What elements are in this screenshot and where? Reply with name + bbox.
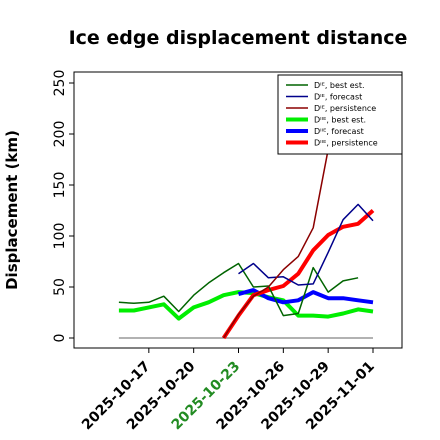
- legend: Dᴵᴱ, best est. Dᴵᴱ, forecast Dᴵᴱ, persiste…: [277, 74, 403, 155]
- y-tick-label: 0: [52, 334, 68, 343]
- y-tick-label: 250: [52, 70, 68, 97]
- series-line-2: [238, 203, 374, 286]
- legend-label: Dᴵᴵᴱ, best est.: [314, 116, 366, 125]
- y-tick-label: 100: [52, 223, 68, 250]
- series-layer: [118, 149, 375, 340]
- legend-label: Dᴵᴵᴱ, forecast: [314, 127, 364, 136]
- legend-label: Dᴵᴱ, best est.: [314, 81, 365, 90]
- legend-label: Dᴵᴱ, forecast: [314, 93, 362, 102]
- y-tick-label: 200: [52, 121, 68, 148]
- legend-label: Dᴵᴵᴱ, persistence: [314, 139, 378, 148]
- y-tick-label: 150: [52, 172, 68, 199]
- y-axis-label: Displacement (km): [3, 130, 21, 290]
- y-tick-label: 50: [52, 278, 68, 296]
- chart-title: Ice edge displacement distance: [69, 27, 408, 49]
- series-line-3: [222, 149, 329, 339]
- series-line-1: [118, 262, 359, 317]
- legend-label: Dᴵᴱ, persistence: [314, 104, 376, 113]
